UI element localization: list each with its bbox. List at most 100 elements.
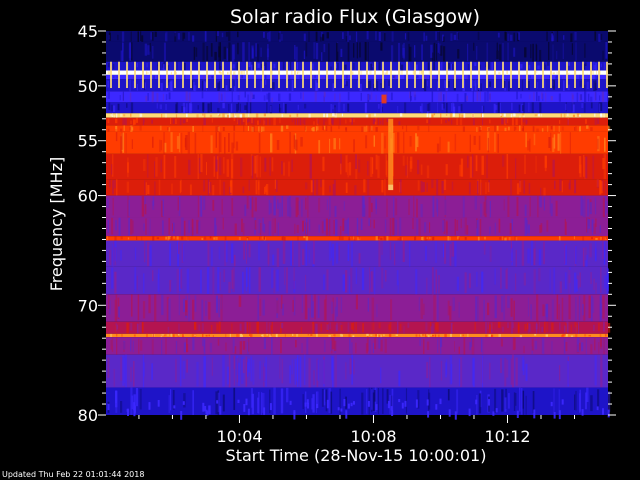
- noise-streak-1698: [505, 269, 508, 289]
- noise-streak-1600: [248, 243, 251, 258]
- periodic-tick: [534, 61, 536, 89]
- noise-streak-1156: [420, 164, 423, 175]
- noise-streak-1578: [178, 241, 180, 254]
- noise-streak-2068: [380, 339, 383, 352]
- noise-streak-702: [108, 102, 111, 110]
- noise-streak-570: [323, 95, 325, 102]
- noise-streak-1427: [539, 225, 542, 234]
- speckle-11: [495, 408, 498, 413]
- noise-streak-1261: [207, 179, 210, 196]
- noise-streak-1364: [277, 199, 279, 209]
- noise-streak-1796: [166, 296, 169, 321]
- noise-streak-1572: [464, 237, 467, 240]
- noise-streak-1974: [160, 334, 163, 337]
- noise-streak-745: [461, 114, 464, 118]
- noise-streak-633: [244, 91, 246, 98]
- noise-streak-2213: [316, 358, 319, 388]
- noise-streak-392: [184, 74, 186, 80]
- noise-streak-1465: [242, 223, 245, 236]
- noise-streak-2086: [192, 337, 195, 351]
- noise-streak-1010: [375, 127, 378, 132]
- noise-streak-1789: [437, 294, 439, 322]
- noise-streak-1287: [444, 195, 446, 218]
- noise-streak-1706: [369, 267, 371, 294]
- noise-streak-2122: [512, 337, 515, 351]
- noise-streak-1793: [208, 301, 211, 320]
- noise-streak-2098: [331, 337, 333, 354]
- speckle-31: [475, 399, 478, 405]
- noise-streak-1939: [512, 322, 515, 329]
- noise-streak-1563: [341, 236, 344, 240]
- noise-streak-125: [144, 43, 148, 56]
- noise-streak-746: [429, 113, 432, 118]
- noise-streak-1373: [303, 221, 305, 234]
- noise-streak-1021: [552, 137, 555, 153]
- noise-streak-1201: [322, 179, 325, 196]
- speckle-0: [304, 402, 307, 407]
- noise-streak-1326: [127, 195, 129, 218]
- noise-streak-1306: [144, 196, 146, 210]
- noise-streak-1190: [180, 179, 182, 193]
- noise-streak-173: [414, 45, 416, 58]
- noise-streak-864: [211, 118, 213, 123]
- noise-streak-1109: [291, 159, 293, 172]
- noise-streak-1705: [374, 267, 376, 295]
- noise-streak-2077: [531, 338, 534, 351]
- noise-streak-1767: [458, 302, 460, 318]
- speckle-20: [307, 402, 309, 409]
- noise-streak-975: [508, 126, 510, 131]
- noise-streak-2091: [565, 342, 568, 352]
- noise-streak-101: [255, 43, 257, 57]
- periodic-tick: [486, 61, 488, 89]
- noise-streak-953: [312, 127, 315, 132]
- noise-streak-1926: [300, 327, 302, 334]
- noise-streak-1320: [197, 196, 199, 218]
- noise-streak-1330: [606, 200, 608, 214]
- noise-streak-1853: [485, 322, 487, 334]
- noise-streak-2055: [341, 334, 343, 336]
- noise-streak-1216: [209, 181, 212, 193]
- noise-streak-2151: [202, 338, 204, 347]
- noise-streak-148: [128, 43, 132, 59]
- noise-streak-1438: [268, 221, 271, 236]
- noise-streak-1618: [543, 241, 545, 265]
- noise-streak-1907: [371, 322, 373, 333]
- noise-streak-784: [232, 113, 235, 118]
- periodic-tick: [574, 61, 576, 89]
- noise-streak-1818: [487, 302, 490, 316]
- noise-streak-1583: [489, 246, 492, 262]
- noise-streak-1722: [276, 269, 279, 292]
- noise-streak-2083: [334, 340, 337, 352]
- noise-streak-1032: [473, 135, 476, 145]
- noise-streak-2279: [258, 391, 260, 414]
- noise-streak-880: [236, 118, 239, 125]
- noise-streak-33: [183, 32, 186, 39]
- noise-streak-1604: [308, 249, 310, 264]
- noise-streak-1786: [280, 295, 283, 309]
- noise-streak-2235: [511, 354, 514, 388]
- noise-streak-1933: [574, 322, 576, 328]
- noise-streak-1972: [266, 334, 268, 336]
- noise-streak-2299: [325, 389, 328, 412]
- noise-streak-743: [503, 113, 506, 117]
- noise-streak-2095: [590, 344, 593, 354]
- noise-streak-1340: [368, 197, 371, 218]
- noise-streak-444: [192, 75, 194, 79]
- noise-streak-2008: [275, 334, 277, 337]
- noise-streak-1363: [200, 195, 203, 217]
- noise-streak-1114: [127, 162, 129, 173]
- noise-streak-1628: [409, 240, 411, 267]
- noise-streak-1317: [413, 196, 415, 218]
- noise-streak-457: [368, 80, 371, 90]
- noise-streak-2096: [366, 337, 369, 352]
- noise-streak-484: [369, 80, 372, 88]
- noise-streak-1024: [569, 132, 571, 154]
- noise-streak-1966: [488, 334, 491, 337]
- noise-streak-207: [408, 61, 410, 71]
- periodic-tick: [358, 61, 360, 89]
- noise-streak-2273: [323, 389, 326, 406]
- noise-streak-656: [590, 102, 593, 109]
- noise-streak-2015: [444, 334, 447, 337]
- noise-streak-1358: [162, 199, 164, 217]
- noise-streak-1754: [131, 294, 133, 317]
